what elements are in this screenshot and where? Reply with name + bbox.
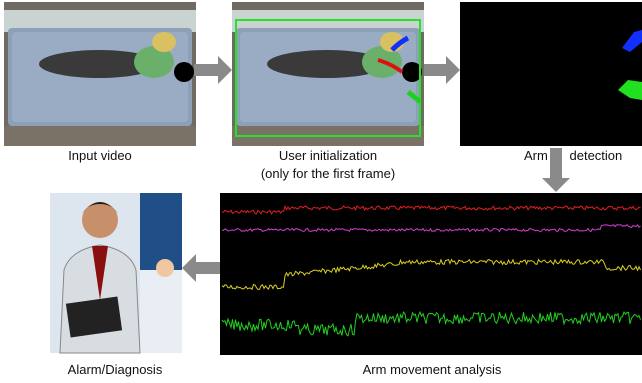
init-frame (232, 2, 424, 146)
arrow (424, 56, 460, 84)
arrow (182, 254, 220, 282)
caption: (only for the first frame) (261, 166, 395, 181)
caption: Input video (68, 148, 132, 163)
caption: Arm detection (524, 148, 622, 163)
analysis-plot (220, 193, 642, 355)
doctor-illustration (50, 193, 182, 353)
caption: Alarm/Diagnosis (68, 362, 163, 377)
caption: Arm movement analysis (363, 362, 502, 377)
arrow (194, 56, 232, 84)
caption: User initialization (279, 148, 377, 163)
diagram: Input video User initialization (only fo… (0, 0, 642, 383)
detection-frame (460, 2, 642, 146)
input-frame (4, 2, 196, 146)
